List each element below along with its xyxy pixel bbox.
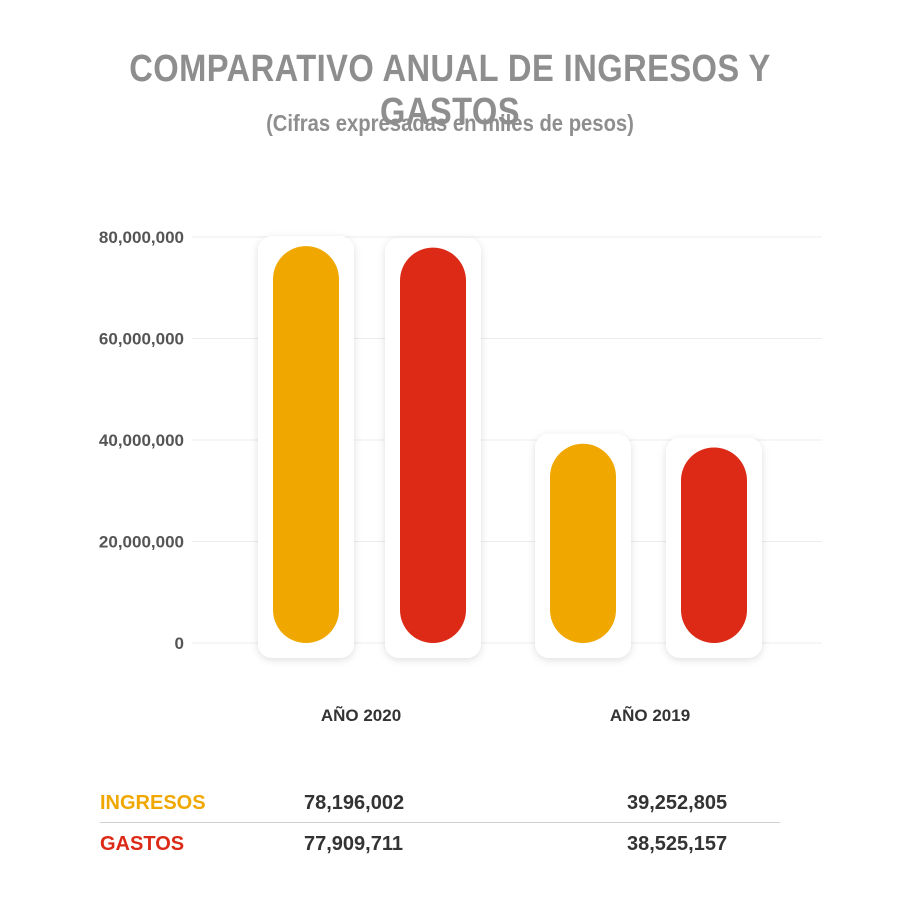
y-tick-label: 40,000,000 bbox=[99, 431, 184, 450]
bar-chart: 0 20,000,000 40,000,000 60,000,000 80,000,00… bbox=[99, 228, 822, 725]
x-category-label: AÑO 2019 bbox=[610, 705, 690, 725]
x-category-label: AÑO 2020 bbox=[321, 705, 401, 725]
value-ingresos-2020: 78,196,002 bbox=[304, 792, 405, 814]
series-label-gastos: GASTOS bbox=[100, 833, 185, 855]
y-tick-label: 20,000,000 bbox=[99, 533, 184, 552]
value-gastos-2020: 77,909,711 bbox=[304, 833, 403, 855]
table-divider bbox=[100, 822, 780, 823]
values-table: INGRESOS 78,196,002 39,252,805 GASTOS 77… bbox=[100, 782, 780, 863]
bar-gastos-0 bbox=[400, 247, 466, 643]
bar-ingresos-0 bbox=[273, 246, 339, 644]
chart-subtitle: (Cifras expresadas en miles de pesos) bbox=[266, 110, 634, 136]
table-row-ingresos: INGRESOS 78,196,002 39,252,805 bbox=[100, 782, 780, 822]
series-label-ingresos: INGRESOS bbox=[100, 792, 206, 814]
y-tick-label: 60,000,000 bbox=[99, 330, 184, 349]
value-gastos-2019: 38,525,157 bbox=[627, 833, 728, 855]
chart-title: COMPARATIVO ANUAL DE INGRESOS Y GASTOS bbox=[129, 48, 771, 133]
table-row-gastos: GASTOS 77,909,711 38,525,157 bbox=[100, 823, 780, 863]
y-tick-label: 0 bbox=[175, 634, 184, 653]
value-ingresos-2019: 39,252,805 bbox=[627, 792, 728, 814]
bar-ingresos-1 bbox=[550, 443, 616, 643]
y-tick-label: 80,000,000 bbox=[99, 228, 184, 247]
bar-gastos-1 bbox=[681, 447, 747, 643]
